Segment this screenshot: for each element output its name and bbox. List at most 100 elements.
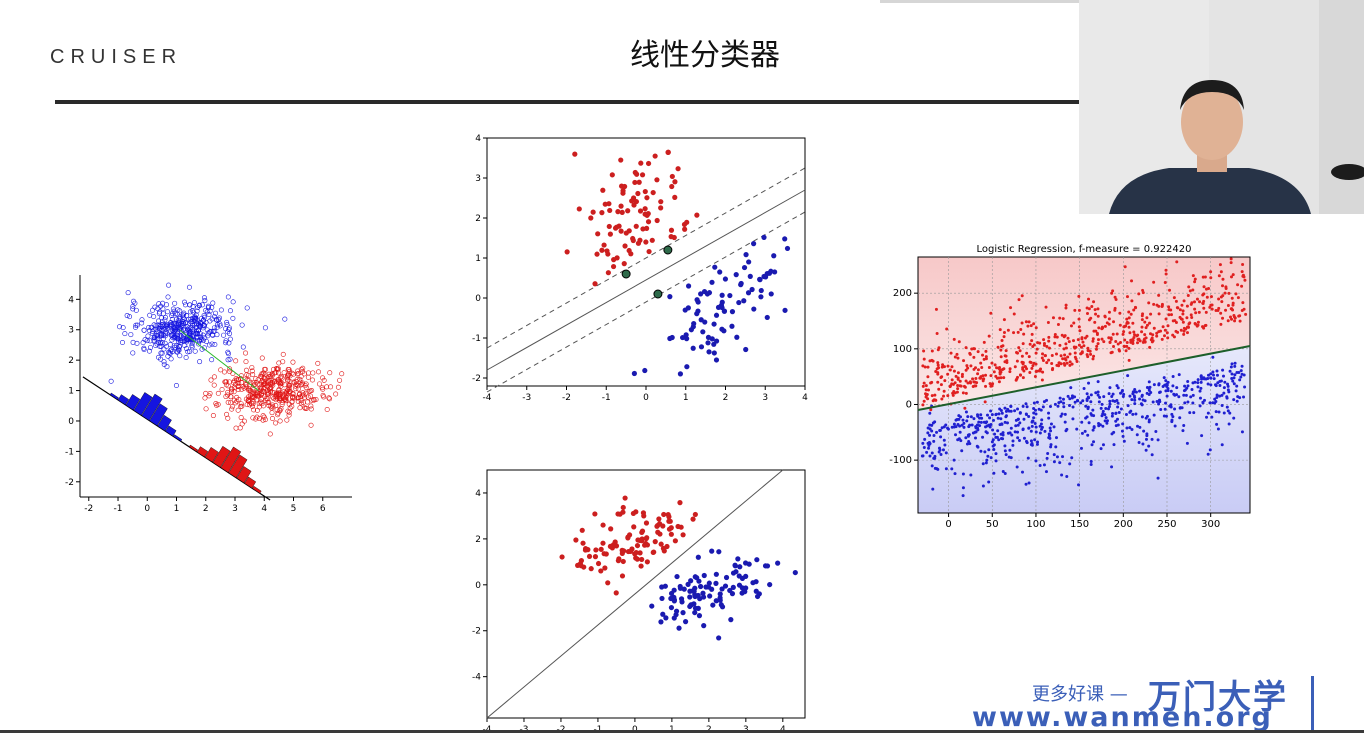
data-point [1130, 398, 1134, 402]
data-point [298, 373, 304, 379]
data-point [658, 619, 664, 625]
data-point [661, 511, 667, 518]
data-point [1233, 361, 1237, 365]
data-point [1086, 407, 1090, 411]
data-point [276, 387, 282, 393]
data-point [225, 357, 231, 363]
data-point [1055, 335, 1059, 339]
x-tick-label: 3 [232, 504, 238, 514]
data-point [1081, 399, 1085, 403]
data-point [230, 380, 236, 386]
data-point [952, 422, 956, 426]
x-tick-label: 6 [320, 504, 326, 514]
chart-title: Logistic Regression, f-measure = 0.92242… [977, 244, 1192, 255]
data-point [1141, 442, 1145, 446]
data-point [961, 418, 965, 422]
x-tick-label: 0 [144, 504, 150, 514]
data-point [1200, 376, 1204, 380]
data-point [605, 580, 611, 586]
data-point [202, 395, 208, 401]
data-point [1087, 421, 1091, 425]
data-point [644, 195, 650, 201]
data-point [680, 532, 686, 538]
data-point [1021, 362, 1025, 366]
data-point [256, 404, 262, 410]
data-point [669, 334, 675, 341]
data-point [657, 531, 663, 537]
data-point [270, 402, 276, 408]
data-point [265, 384, 271, 390]
data-point [688, 602, 694, 608]
data-point [684, 364, 690, 370]
support-vector [663, 245, 673, 255]
data-point [700, 590, 706, 596]
data-point [1054, 445, 1058, 449]
data-point [1089, 352, 1093, 356]
data-point [679, 599, 685, 605]
data-point [1164, 401, 1168, 405]
data-point [1202, 285, 1206, 289]
data-point [227, 336, 233, 342]
data-point [963, 385, 967, 389]
data-point [1034, 362, 1038, 366]
data-point [1178, 416, 1182, 420]
data-point [1040, 378, 1044, 382]
data-point [732, 563, 738, 569]
data-point [1132, 308, 1136, 312]
data-point [1223, 380, 1227, 384]
data-point [627, 548, 634, 555]
data-point [298, 382, 304, 388]
data-point [1135, 433, 1139, 437]
data-point [270, 394, 276, 400]
data-point [960, 449, 964, 453]
data-point [1042, 343, 1046, 347]
data-point [981, 353, 985, 357]
data-point [156, 323, 162, 329]
data-point [1012, 312, 1016, 316]
data-point [1085, 306, 1089, 310]
data-point [238, 401, 244, 407]
data-point [927, 388, 931, 392]
data-point [228, 388, 234, 394]
data-point [1199, 380, 1203, 384]
data-point [1062, 347, 1066, 351]
data-point [694, 311, 700, 317]
data-point [117, 324, 123, 330]
x-tick-label: -2 [562, 393, 571, 400]
data-point [274, 366, 280, 372]
data-point [925, 450, 929, 454]
data-point [1209, 276, 1213, 280]
data-point [295, 386, 301, 392]
data-point [1141, 340, 1145, 344]
data-point [764, 563, 771, 569]
data-point [922, 399, 926, 403]
data-point [1115, 384, 1119, 388]
data-point [690, 345, 696, 351]
data-point [729, 591, 736, 597]
data-point [1119, 340, 1123, 344]
data-point [1236, 283, 1240, 287]
data-point [934, 307, 938, 311]
data-point [1138, 397, 1142, 401]
data-point [1103, 419, 1107, 423]
data-point [1022, 436, 1026, 440]
data-point [1219, 270, 1223, 274]
data-point [1068, 397, 1072, 401]
data-point [1111, 411, 1115, 415]
data-point [683, 332, 689, 338]
data-point [1126, 374, 1130, 378]
data-point [1021, 367, 1025, 371]
data-point [286, 412, 292, 418]
data-point [736, 299, 742, 306]
watermark-url[interactable]: www.wanmen.org [972, 702, 1273, 733]
data-point [133, 307, 139, 313]
data-point [1197, 310, 1201, 314]
data-point [922, 446, 926, 450]
data-point [182, 320, 188, 326]
data-point [1094, 312, 1098, 316]
data-point [929, 408, 933, 412]
data-point [970, 347, 974, 351]
data-point [1144, 326, 1148, 330]
data-point [285, 372, 291, 378]
data-point [694, 297, 700, 303]
